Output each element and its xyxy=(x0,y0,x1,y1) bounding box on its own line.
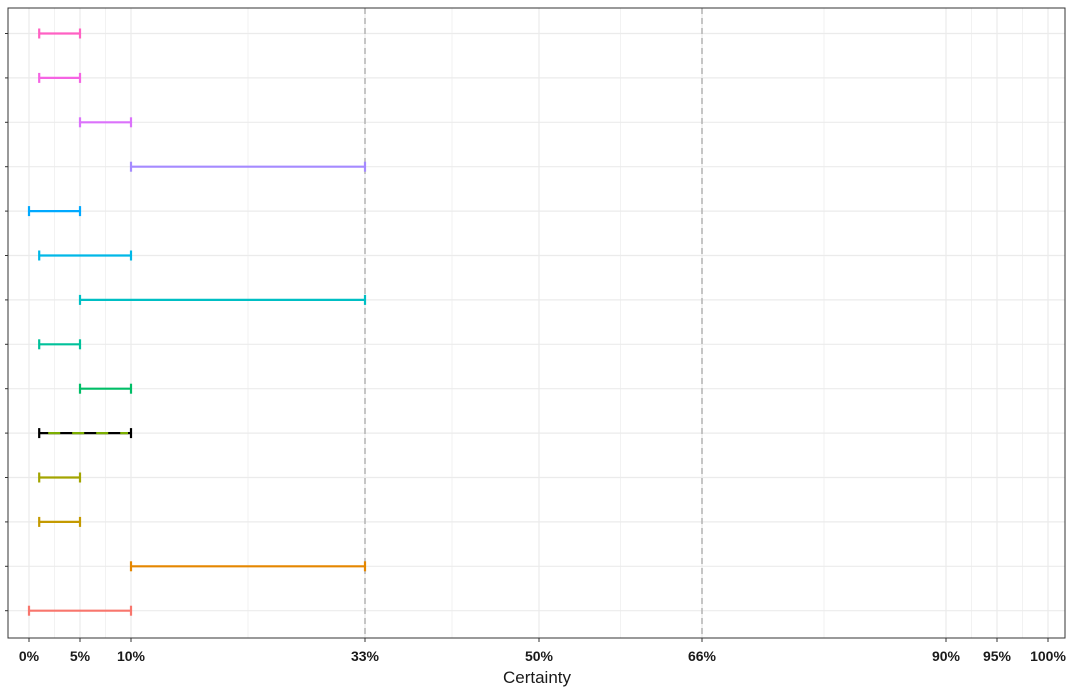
error-bar xyxy=(78,117,133,128)
plot-border xyxy=(7,7,1066,639)
error-bars xyxy=(27,28,367,616)
error-bar xyxy=(78,294,367,305)
error-bar xyxy=(129,561,367,572)
x-tick-label: 95% xyxy=(983,648,1012,664)
error-bar xyxy=(129,161,367,172)
x-tick-label: 90% xyxy=(932,648,961,664)
x-axis-title: Certainty xyxy=(503,668,572,687)
x-tick-label: 50% xyxy=(525,648,554,664)
error-bar xyxy=(38,472,82,483)
x-tick-label: 0% xyxy=(19,648,40,664)
x-tick-label: 5% xyxy=(70,648,91,664)
error-bar xyxy=(78,383,133,394)
error-bar xyxy=(38,428,133,439)
error-bar xyxy=(27,206,82,217)
x-axis: 0% 5% 10% 33% 50% 66% 90% 95% 100% xyxy=(5,33,1066,664)
x-tick-label: 33% xyxy=(351,648,380,664)
error-bar xyxy=(38,250,133,261)
error-bar xyxy=(27,605,133,616)
x-tick-label: 100% xyxy=(1030,648,1066,664)
reference-lines xyxy=(364,8,703,638)
plot-background xyxy=(8,8,1065,638)
error-bar xyxy=(38,339,82,350)
error-bar xyxy=(38,72,82,83)
error-bar xyxy=(38,516,82,527)
x-tick-label: 10% xyxy=(117,648,146,664)
error-bar xyxy=(38,28,82,39)
x-tick-label: 66% xyxy=(688,648,717,664)
